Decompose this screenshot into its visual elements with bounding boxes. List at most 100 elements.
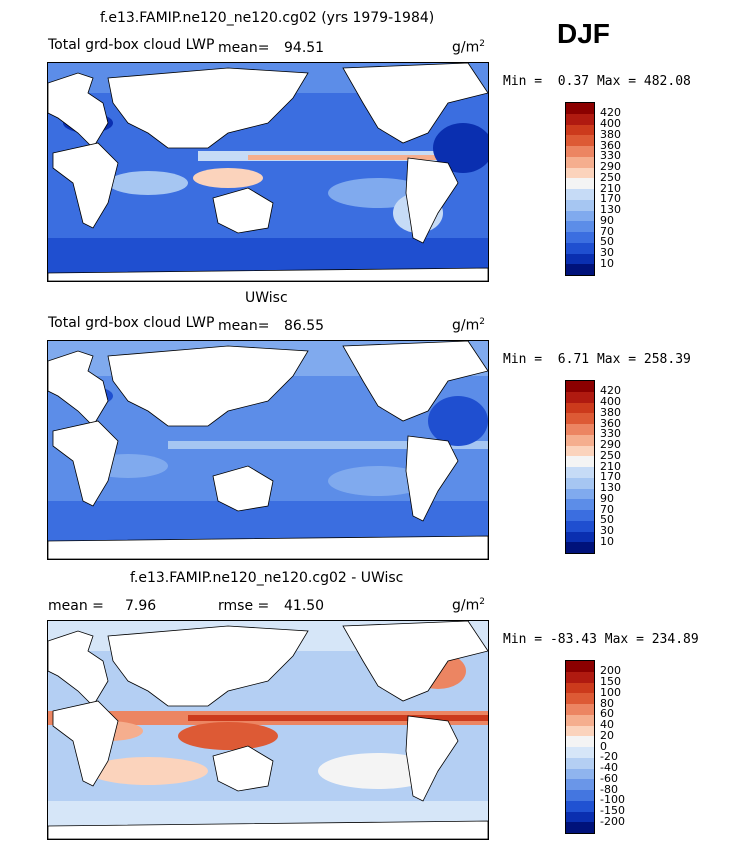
colorbar-swatch	[566, 736, 594, 747]
colorbar-swatch	[566, 189, 594, 200]
colorbar-tick-label: 10	[600, 534, 614, 548]
colorbar-swatch	[566, 477, 594, 489]
colorbar-swatch	[566, 725, 594, 737]
colorbar-swatch	[566, 253, 594, 265]
colorbar-swatch	[566, 391, 594, 403]
colorbar-swatch	[566, 661, 594, 672]
colorbar-tick-label: 70	[600, 502, 614, 516]
colorbar-tick-label: -100	[600, 793, 625, 807]
panel2-title: UWisc	[245, 290, 288, 306]
colorbar-tick-label: 400	[600, 395, 621, 408]
colorbar-tick-label: -150	[600, 804, 625, 817]
colorbar-swatch	[566, 768, 594, 780]
colorbar-swatch	[566, 704, 594, 715]
colorbar-tick-label: 290	[600, 160, 621, 173]
colorbar-swatch	[566, 210, 594, 222]
colorbar-swatch	[566, 800, 594, 812]
colorbar-swatch	[566, 693, 594, 704]
colorbar-tick-label: 330	[600, 149, 621, 163]
colorbar-swatch	[566, 510, 594, 521]
panel3-min-max: Min = -83.43 Max = 234.89	[503, 632, 699, 647]
colorbar-tick-label: 360	[600, 416, 621, 430]
colorbar-tick-label: 90	[600, 213, 614, 227]
colorbar-swatch	[566, 264, 594, 275]
colorbar-swatch	[566, 811, 594, 823]
season-label: DJF	[557, 18, 610, 49]
colorbar-tick-label: 290	[600, 438, 621, 451]
colorbar-swatch	[566, 445, 594, 457]
colorbar-swatch	[566, 488, 594, 500]
colorbar-tick-label: 50	[600, 513, 614, 527]
colorbar-tick-label: 100	[600, 685, 621, 699]
panel3-rmse-value: 41.50	[284, 598, 325, 614]
colorbar-swatch	[566, 499, 594, 510]
panel1-mean-label: mean=	[218, 40, 270, 56]
panel2-mean-value: 86.55	[284, 318, 325, 334]
panel3-units: g/m2	[452, 597, 485, 614]
panel2-variable: Total grd-box cloud LWP	[48, 315, 215, 331]
panel3-colorbar-labels: 200 150 100 80 60 40 20 0 -20 -40 -60 -80 -100 -150 -2…	[600, 660, 640, 832]
panel2-min-max: Min = 6.71 Max = 258.39	[503, 352, 691, 367]
colorbar-tick-label: 170	[600, 470, 621, 484]
colorbar-tick-label: -80	[600, 782, 618, 796]
panel3-colorbar	[565, 660, 595, 834]
colorbar-tick-label: 10	[600, 256, 614, 270]
colorbar-tick-label: 200	[600, 664, 621, 678]
colorbar-swatch	[566, 671, 594, 683]
colorbar-tick-label: 380	[600, 405, 621, 419]
colorbar-swatch	[566, 790, 594, 801]
colorbar-tick-label: 380	[600, 127, 621, 141]
colorbar-tick-label: 50	[600, 235, 614, 249]
colorbar-swatch	[566, 467, 594, 478]
colorbar-tick-label: 80	[600, 696, 614, 710]
colorbar-swatch	[566, 434, 594, 446]
colorbar-tick-label: 420	[600, 106, 621, 120]
colorbar-tick-label: 60	[600, 707, 614, 721]
colorbar-swatch	[566, 822, 594, 833]
colorbar-swatch	[566, 103, 594, 114]
colorbar-tick-label: 70	[600, 224, 614, 238]
colorbar-tick-label: -200	[600, 814, 625, 828]
panel1-title: f.e13.FAMIP.ne120_ne120.cg02 (yrs 1979-1…	[100, 10, 435, 26]
colorbar-tick-label: 40	[600, 718, 614, 731]
panel1-variable: Total grd-box cloud LWP	[48, 37, 215, 53]
colorbar-swatch	[566, 167, 594, 179]
colorbar-swatch	[566, 757, 594, 769]
colorbar-swatch	[566, 531, 594, 543]
panel3-rmse-label: rmse =	[218, 598, 270, 614]
panel2-colorbar-labels: 420 400 380 360 330 290 250 210 170 130 90 70 50 30 10	[600, 380, 640, 552]
colorbar-tick-label: 250	[600, 448, 621, 462]
panel2-mean-label: mean=	[218, 318, 270, 334]
colorbar-tick-label: -60	[600, 771, 618, 785]
colorbar-tick-label: 30	[600, 524, 614, 537]
colorbar-swatch	[566, 413, 594, 424]
colorbar-swatch	[566, 714, 594, 726]
colorbar-tick-label: 360	[600, 138, 621, 152]
colorbar-swatch	[566, 232, 594, 243]
panel3-title: f.e13.FAMIP.ne120_ne120.cg02 - UWisc	[130, 570, 404, 586]
colorbar-swatch	[566, 747, 594, 758]
colorbar-swatch	[566, 242, 594, 254]
panel3-mean-label: mean =	[48, 598, 104, 614]
panel3-mean-value: 7.96	[125, 598, 157, 614]
panel1-mean-value: 94.51	[284, 40, 325, 56]
colorbar-tick-label: 170	[600, 192, 621, 206]
colorbar-tick-label: 30	[600, 246, 614, 259]
panel3-map	[47, 620, 489, 840]
colorbar-tick-label: 130	[600, 481, 621, 494]
colorbar-swatch	[566, 424, 594, 435]
panel2-units: g/m2	[452, 317, 485, 334]
colorbar-tick-label: -20	[600, 750, 618, 764]
colorbar-tick-label: 250	[600, 170, 621, 184]
colorbar-swatch	[566, 124, 594, 136]
panel1-map	[47, 62, 489, 282]
colorbar-tick-label: 0	[600, 739, 607, 753]
colorbar-swatch	[566, 779, 594, 790]
colorbar-tick-label: 420	[600, 384, 621, 398]
colorbar-swatch	[566, 520, 594, 532]
colorbar-swatch	[566, 456, 594, 467]
colorbar-tick-label: -40	[600, 761, 618, 774]
panel1-colorbar	[565, 102, 595, 276]
colorbar-swatch	[566, 113, 594, 125]
colorbar-tick-label: 210	[600, 459, 621, 473]
